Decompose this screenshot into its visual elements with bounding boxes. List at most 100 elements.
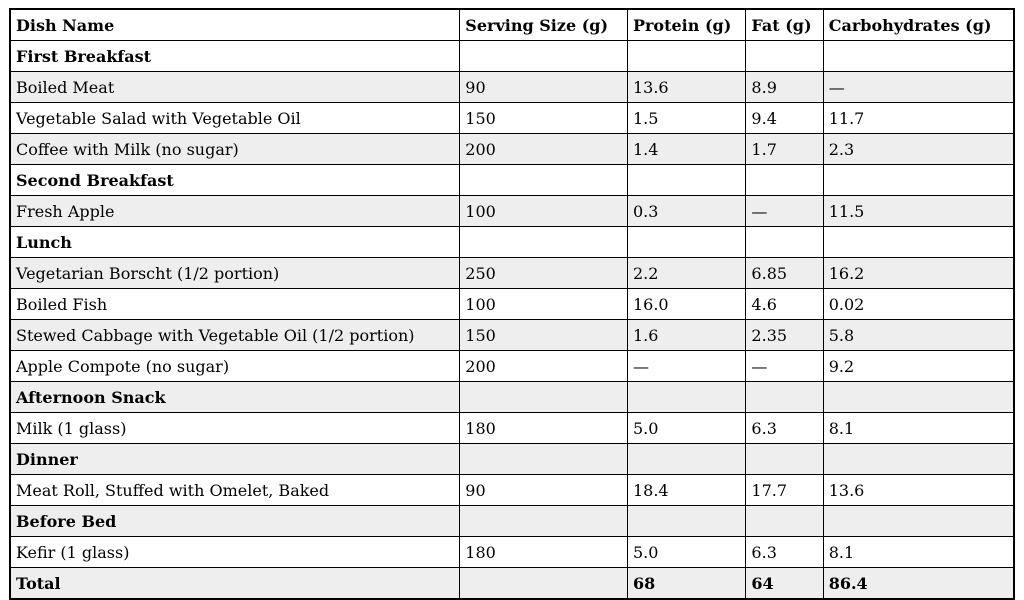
serving-size-cell	[459, 40, 628, 72]
carbohydrates-cell	[822, 443, 1015, 475]
serving-size-cell: 90	[459, 474, 628, 506]
fat-cell: 4.6	[745, 288, 824, 320]
fat-cell	[745, 443, 824, 475]
carbohydrates-cell	[822, 164, 1015, 196]
protein-cell: 2.2	[626, 257, 747, 289]
protein-cell	[626, 443, 747, 475]
dish-name-cell: Total	[9, 567, 461, 600]
carbohydrates-cell: 8.1	[822, 412, 1015, 444]
serving-size-cell	[459, 381, 628, 413]
protein-cell	[626, 40, 747, 72]
dish-name-cell: Coffee with Milk (no sugar)	[9, 133, 461, 165]
protein-cell: 13.6	[626, 71, 747, 103]
dish-name-cell: Boiled Fish	[9, 288, 461, 320]
dish-name-cell: Vegetarian Borscht (1/2 portion)	[9, 257, 461, 289]
serving-size-cell: 180	[459, 412, 628, 444]
header-row: Dish Name Serving Size (g) Protein (g) F…	[9, 8, 1015, 41]
section-row: Before Bed	[9, 505, 1015, 537]
protein-cell: 18.4	[626, 474, 747, 506]
protein-cell: 5.0	[626, 412, 747, 444]
serving-size-cell: 250	[459, 257, 628, 289]
serving-size-cell: 180	[459, 536, 628, 568]
dish-name-cell: Lunch	[9, 226, 461, 258]
serving-size-cell	[459, 567, 628, 600]
fat-cell	[745, 505, 824, 537]
table-body: First Breakfast Boiled Meat 90 13.6 8.9— Vege…	[9, 40, 1015, 600]
serving-size-cell: 100	[459, 195, 628, 227]
serving-size-cell: 150	[459, 102, 628, 134]
protein-cell: 5.0	[626, 536, 747, 568]
col-header-serving-size: Serving Size (g)	[459, 8, 628, 41]
col-header-dish-name: Dish Name	[9, 8, 461, 41]
carbohydrates-cell: 0.02	[822, 288, 1015, 320]
protein-cell: —	[626, 350, 747, 382]
dish-name-cell: First Breakfast	[9, 40, 461, 72]
dish-row: Apple Compote (no sugar) 200— —9.2	[9, 350, 1015, 382]
fat-cell: 6.3	[745, 536, 824, 568]
carbohydrates-cell	[822, 381, 1015, 413]
fat-cell: 9.4	[745, 102, 824, 134]
dish-row: Kefir (1 glass) 180 5.0 6.3 8.1	[9, 536, 1015, 568]
carbohydrates-cell: 11.7	[822, 102, 1015, 134]
col-header-fat: Fat (g)	[745, 8, 824, 41]
protein-cell: 1.4	[626, 133, 747, 165]
serving-size-cell: 200	[459, 133, 628, 165]
dish-name-cell: Afternoon Snack	[9, 381, 461, 413]
protein-cell: 68	[626, 567, 747, 600]
dish-name-cell: Boiled Meat	[9, 71, 461, 103]
dish-name-cell: Stewed Cabbage with Vegetable Oil (1/2 p…	[9, 319, 461, 351]
dish-name-cell: Second Breakfast	[9, 164, 461, 196]
carbohydrates-cell	[822, 40, 1015, 72]
total-row: Total 68 64 86.4	[9, 567, 1015, 600]
dish-name-cell: Dinner	[9, 443, 461, 475]
fat-cell	[745, 226, 824, 258]
carbohydrates-cell: 11.5	[822, 195, 1015, 227]
fat-cell: 2.35	[745, 319, 824, 351]
protein-cell	[626, 226, 747, 258]
serving-size-cell: 150	[459, 319, 628, 351]
carbohydrates-cell: 2.3	[822, 133, 1015, 165]
dish-name-cell: Apple Compote (no sugar)	[9, 350, 461, 382]
fat-cell: 8.9	[745, 71, 824, 103]
carbohydrates-cell: 86.4	[822, 567, 1015, 600]
fat-cell: —	[745, 195, 824, 227]
col-header-carbohydrates: Carbohydrates (g)	[822, 8, 1015, 41]
protein-cell	[626, 164, 747, 196]
dish-name-cell: Vegetable Salad with Vegetable Oil	[9, 102, 461, 134]
serving-size-cell	[459, 443, 628, 475]
section-row: Afternoon Snack	[9, 381, 1015, 413]
diet-table: Dish Name Serving Size (g) Protein (g) F…	[9, 8, 1015, 600]
section-row: Lunch	[9, 226, 1015, 258]
dish-row: Boiled Meat 90 13.6 8.9—	[9, 71, 1015, 103]
carbohydrates-cell	[822, 226, 1015, 258]
fat-cell	[745, 164, 824, 196]
dish-row: Fresh Apple 100 0.3—11.5	[9, 195, 1015, 227]
carbohydrates-cell: 13.6	[822, 474, 1015, 506]
serving-size-cell	[459, 164, 628, 196]
dish-name-cell: Fresh Apple	[9, 195, 461, 227]
dish-row: Boiled Fish 100 16.0 4.6 0.02	[9, 288, 1015, 320]
protein-cell: 1.6	[626, 319, 747, 351]
carbohydrates-cell: 16.2	[822, 257, 1015, 289]
dish-row: Vegetable Salad with Vegetable Oil 150 1.5…	[9, 102, 1015, 134]
fat-cell	[745, 381, 824, 413]
dish-row: Meat Roll, Stuffed with Omelet, Baked 90 1…	[9, 474, 1015, 506]
protein-cell: 0.3	[626, 195, 747, 227]
serving-size-cell	[459, 505, 628, 537]
fat-cell: 6.85	[745, 257, 824, 289]
section-row: Dinner	[9, 443, 1015, 475]
serving-size-cell: 100	[459, 288, 628, 320]
fat-cell: 17.7	[745, 474, 824, 506]
carbohydrates-cell	[822, 505, 1015, 537]
dish-row: Coffee with Milk (no sugar) 200 1.4 1.7 2.3	[9, 133, 1015, 165]
serving-size-cell	[459, 226, 628, 258]
dish-name-cell: Milk (1 glass)	[9, 412, 461, 444]
protein-cell	[626, 381, 747, 413]
dish-row: Vegetarian Borscht (1/2 portion) 250 2.2 6.…	[9, 257, 1015, 289]
dish-name-cell: Before Bed	[9, 505, 461, 537]
carbohydrates-cell: 5.8	[822, 319, 1015, 351]
fat-cell: 6.3	[745, 412, 824, 444]
serving-size-cell: 200	[459, 350, 628, 382]
fat-cell	[745, 40, 824, 72]
